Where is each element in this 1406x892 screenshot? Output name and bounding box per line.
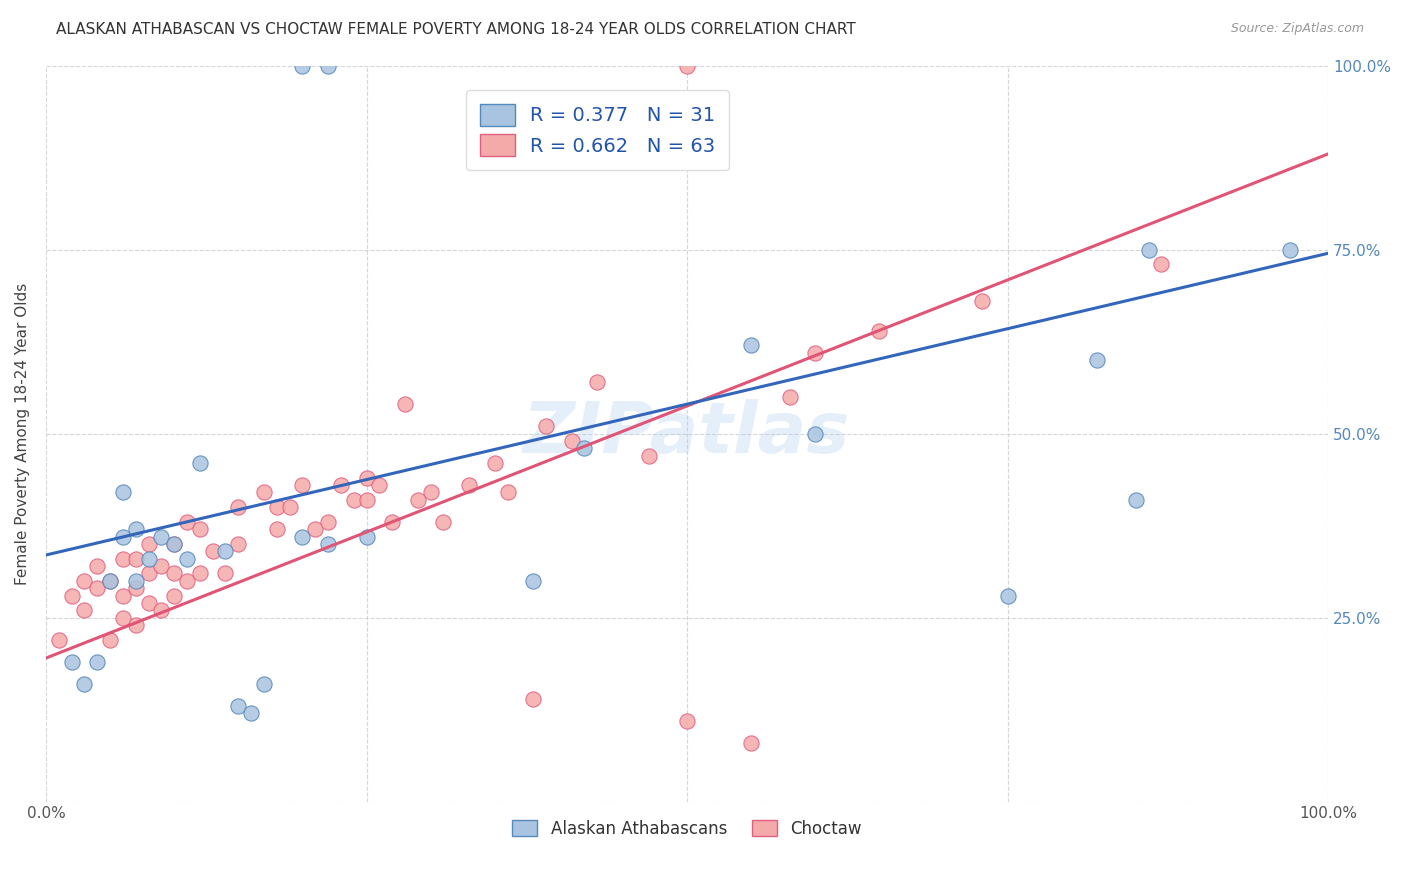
Text: Source: ZipAtlas.com: Source: ZipAtlas.com xyxy=(1230,22,1364,36)
Point xyxy=(1137,243,1160,257)
Point xyxy=(779,390,801,404)
Point xyxy=(356,492,378,507)
Point xyxy=(214,566,236,581)
Point xyxy=(163,589,186,603)
Point xyxy=(637,449,659,463)
Point xyxy=(253,485,276,500)
Point xyxy=(138,596,160,610)
Point xyxy=(356,530,378,544)
Point xyxy=(150,559,173,574)
Point xyxy=(176,574,198,588)
Point xyxy=(48,632,70,647)
Text: ALASKAN ATHABASCAN VS CHOCTAW FEMALE POVERTY AMONG 18-24 YEAR OLDS CORRELATION C: ALASKAN ATHABASCAN VS CHOCTAW FEMALE POV… xyxy=(56,22,856,37)
Point xyxy=(266,500,288,515)
Point xyxy=(214,544,236,558)
Point xyxy=(804,345,827,359)
Point xyxy=(138,551,160,566)
Point xyxy=(496,485,519,500)
Point xyxy=(98,632,121,647)
Point xyxy=(176,515,198,529)
Point xyxy=(522,691,544,706)
Point xyxy=(73,677,96,691)
Point xyxy=(343,492,366,507)
Point xyxy=(111,610,134,624)
Point xyxy=(1278,243,1301,257)
Point xyxy=(394,397,416,411)
Point xyxy=(534,419,557,434)
Point xyxy=(253,677,276,691)
Point xyxy=(574,442,596,456)
Point xyxy=(1085,353,1108,368)
Point xyxy=(997,589,1019,603)
Point xyxy=(188,456,211,470)
Point xyxy=(484,456,506,470)
Point xyxy=(740,338,762,352)
Point xyxy=(125,574,148,588)
Point xyxy=(291,530,314,544)
Point xyxy=(304,522,326,536)
Point xyxy=(432,515,454,529)
Point xyxy=(201,544,224,558)
Legend: Alaskan Athabascans, Choctaw: Alaskan Athabascans, Choctaw xyxy=(506,814,869,845)
Point xyxy=(86,581,108,595)
Point xyxy=(356,471,378,485)
Point xyxy=(86,655,108,669)
Point xyxy=(138,566,160,581)
Point xyxy=(522,574,544,588)
Point xyxy=(406,492,429,507)
Point xyxy=(125,581,148,595)
Point xyxy=(163,566,186,581)
Point xyxy=(868,324,890,338)
Point xyxy=(111,589,134,603)
Point xyxy=(266,522,288,536)
Point xyxy=(188,522,211,536)
Point xyxy=(150,603,173,617)
Point xyxy=(73,603,96,617)
Point xyxy=(60,589,83,603)
Point xyxy=(1125,492,1147,507)
Point xyxy=(586,375,609,389)
Point xyxy=(316,59,339,73)
Point xyxy=(138,537,160,551)
Point xyxy=(125,618,148,632)
Point xyxy=(240,706,263,721)
Point xyxy=(163,537,186,551)
Point xyxy=(98,574,121,588)
Point xyxy=(226,537,249,551)
Y-axis label: Female Poverty Among 18-24 Year Olds: Female Poverty Among 18-24 Year Olds xyxy=(15,283,30,585)
Point xyxy=(86,559,108,574)
Point xyxy=(458,478,481,492)
Point xyxy=(111,485,134,500)
Text: ZIPatlas: ZIPatlas xyxy=(523,399,851,468)
Point xyxy=(970,294,993,309)
Point xyxy=(1150,257,1173,271)
Point xyxy=(176,551,198,566)
Point xyxy=(226,500,249,515)
Point xyxy=(381,515,404,529)
Point xyxy=(111,530,134,544)
Point xyxy=(150,530,173,544)
Point xyxy=(316,515,339,529)
Point xyxy=(163,537,186,551)
Point xyxy=(98,574,121,588)
Point xyxy=(73,574,96,588)
Point xyxy=(368,478,391,492)
Point xyxy=(561,434,583,448)
Point xyxy=(291,59,314,73)
Point xyxy=(419,485,441,500)
Point xyxy=(804,426,827,441)
Point xyxy=(676,714,699,728)
Point xyxy=(188,566,211,581)
Point xyxy=(278,500,301,515)
Point xyxy=(125,551,148,566)
Point xyxy=(740,736,762,750)
Point xyxy=(316,537,339,551)
Point xyxy=(329,478,352,492)
Point xyxy=(111,551,134,566)
Point xyxy=(226,698,249,713)
Point xyxy=(60,655,83,669)
Point xyxy=(676,59,699,73)
Point xyxy=(125,522,148,536)
Point xyxy=(291,478,314,492)
